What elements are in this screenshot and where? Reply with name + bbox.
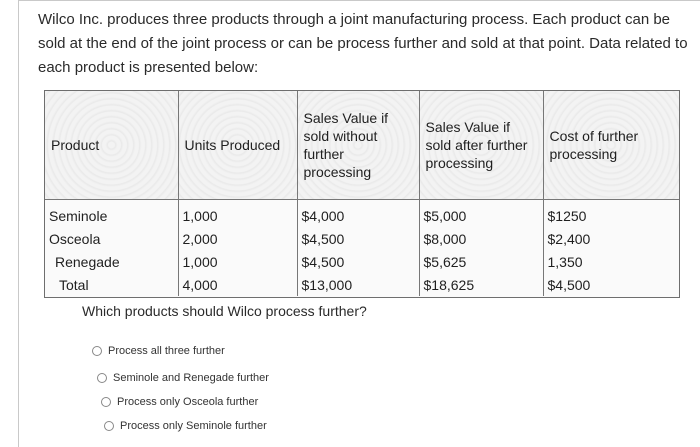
cell-cost: $2,400	[542, 227, 679, 250]
cell-sales-after: $18,625	[418, 273, 543, 296]
data-table: Product Units Produced Sales Value if so…	[44, 90, 680, 298]
table-row: Renegade 1,000 $4,500 $5,625 1,350	[45, 250, 679, 273]
radio-button[interactable]	[104, 421, 114, 431]
cell-sales-without: $4,000	[296, 200, 419, 227]
cell-sales-after: $8,000	[418, 227, 543, 250]
radio-button[interactable]	[92, 346, 102, 356]
cell-product: Seminole	[49, 207, 108, 224]
table-row: Osceola 2,000 $4,500 $8,000 $2,400	[45, 227, 679, 250]
table-row: Total 4,000 $13,000 $18,625 $4,500	[45, 273, 679, 296]
cell-sales-without: $4,500	[296, 227, 419, 250]
cell-sales-after: $5,625	[418, 250, 543, 273]
header-units-produced: Units Produced	[177, 91, 297, 200]
question-text: Which products should Wilco process furt…	[82, 303, 367, 319]
option-label[interactable]: Process only Seminole further	[120, 420, 267, 432]
answer-option[interactable]: Process only Osceola further	[101, 396, 258, 408]
header-cost-further-processing: Cost of further processing	[542, 91, 679, 200]
cell-units: 1,000	[177, 200, 297, 227]
header-sales-without-processing: Sales Value if sold without further proc…	[296, 91, 419, 200]
answer-option[interactable]: Process all three further	[92, 345, 225, 357]
cell-cost: 1,350	[542, 250, 679, 273]
cell-units: 1,000	[177, 250, 297, 273]
cell-sales-without: $4,500	[296, 250, 419, 273]
header-product: Product	[45, 91, 178, 200]
header-sales-after-processing: Sales Value if sold after further proces…	[418, 91, 543, 200]
cell-sales-after: $5,000	[418, 200, 543, 227]
cell-units: 4,000	[177, 273, 297, 296]
option-label[interactable]: Process all three further	[108, 345, 225, 357]
cell-product: Osceola	[49, 230, 101, 247]
problem-intro: Wilco Inc. produces three products throu…	[38, 11, 688, 76]
radio-button[interactable]	[97, 373, 107, 383]
radio-button[interactable]	[101, 397, 111, 407]
cell-product: Renegade	[55, 253, 120, 270]
cell-cost: $4,500	[542, 273, 679, 296]
answer-option[interactable]: Process only Seminole further	[104, 420, 267, 432]
cell-units: 2,000	[177, 227, 297, 250]
option-label[interactable]: Seminole and Renegade further	[113, 372, 269, 384]
cell-sales-without: $13,000	[296, 273, 419, 296]
answer-option[interactable]: Seminole and Renegade further	[97, 372, 269, 384]
cell-cost: $1250	[542, 200, 679, 227]
cell-product: Total	[59, 276, 89, 293]
option-label[interactable]: Process only Osceola further	[117, 396, 259, 408]
table-header-row: Product Units Produced Sales Value if so…	[45, 91, 679, 200]
table-row: Seminole 1,000 $4,000 $5,000 $1250	[45, 200, 679, 227]
